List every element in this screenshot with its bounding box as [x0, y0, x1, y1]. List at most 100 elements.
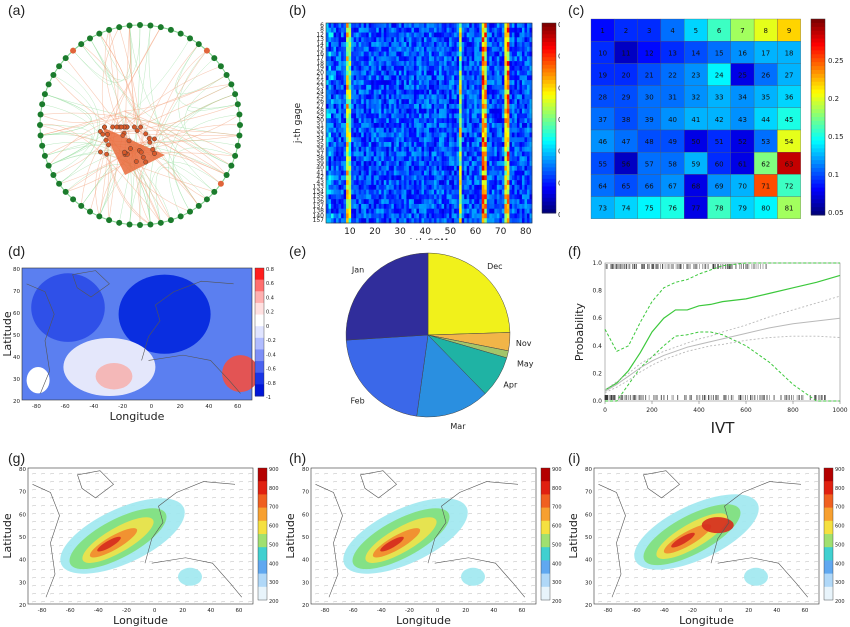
- heatmap-cell: [331, 123, 334, 129]
- grid-cell-number: 5: [694, 27, 698, 35]
- pie-slice-jan: [345, 252, 429, 341]
- heatmap-cell: [514, 89, 518, 95]
- heatmap-cell: [426, 89, 430, 95]
- heatmap-cell: [454, 180, 457, 186]
- heatmap-cell: [434, 84, 437, 90]
- heatmap-cell: [393, 189, 397, 195]
- heatmap-cell: [451, 80, 455, 86]
- heatmap-cell: [444, 84, 447, 90]
- wind-arrow: [184, 521, 190, 523]
- heatmap-cell: [361, 184, 364, 190]
- heatmap-cell: [461, 80, 465, 86]
- heatmap-cell: [373, 103, 377, 110]
- heatmap-cell: [366, 146, 370, 152]
- heatmap-cell: [434, 103, 437, 110]
- heatmap-cell: [449, 161, 452, 167]
- heatmap-cell: [401, 123, 405, 129]
- heatmap-cell: [406, 89, 410, 95]
- network-core-node: [105, 131, 110, 137]
- heatmap-cell: [524, 156, 528, 162]
- field-blob: [26, 367, 50, 394]
- wind-arrow: [157, 593, 163, 595]
- heatmap-cell: [343, 65, 347, 71]
- heatmap-cell: [416, 113, 420, 119]
- heatmap-cell: [381, 80, 385, 86]
- heatmap-cell: [328, 189, 332, 195]
- heatmap-cell: [363, 165, 367, 171]
- heatmap-cell: [411, 37, 415, 43]
- heatmap-cell: [341, 46, 344, 52]
- grid-cell-number: 70: [738, 183, 747, 191]
- heatmap-cell: [524, 56, 528, 62]
- heatmap-cell: [408, 194, 412, 200]
- wind-arrow: [395, 489, 401, 491]
- heatmap-cell: [459, 23, 462, 29]
- heatmap-cell: [459, 194, 462, 200]
- wind-arrow: [67, 601, 73, 603]
- pie-label-dec: Dec: [487, 262, 502, 271]
- heatmap-cell: [439, 80, 442, 86]
- heatmap-cell: [464, 132, 467, 138]
- heatmap-cell: [378, 161, 382, 167]
- heatmap-cell: [358, 180, 362, 186]
- heatmap-cell: [486, 32, 490, 38]
- heatmap-cell: [449, 103, 452, 110]
- heatmap-cell: [413, 56, 417, 62]
- wind-arrow: [166, 481, 172, 483]
- heatmap-cell: [514, 70, 518, 76]
- heatmap-cell: [333, 118, 337, 124]
- wind-arrow: [94, 505, 100, 507]
- heatmap-cell: [406, 127, 410, 133]
- colorbar-segment: [811, 85, 825, 91]
- heatmap-cell: [381, 118, 385, 124]
- heatmap-cell: [494, 203, 498, 210]
- heatmap-cell: [481, 161, 485, 167]
- heatmap-cell: [403, 142, 407, 148]
- heatmap-cell: [348, 146, 352, 152]
- colorbar-segment: [811, 179, 825, 185]
- colorbar-tick-label: 600: [269, 524, 279, 530]
- heatmap-cell: [363, 218, 367, 224]
- heatmap-cell: [476, 42, 480, 48]
- heatmap-cell: [393, 218, 397, 224]
- heatmap-cell: [481, 80, 485, 86]
- heatmap-cell: [466, 113, 470, 119]
- heatmap-cell: [423, 189, 427, 195]
- heatmap-cell: [406, 61, 410, 67]
- wind-arrow: [121, 497, 127, 499]
- heatmap-cell: [506, 218, 510, 224]
- wind-arrow: [220, 521, 226, 523]
- heatmap-cell: [331, 175, 334, 181]
- heatmap-cell: [408, 127, 412, 133]
- wind-arrow: [175, 601, 181, 603]
- heatmap-cell: [393, 51, 397, 57]
- heatmap-cell: [469, 61, 473, 67]
- heatmap-cell: [494, 70, 498, 76]
- heatmap-cell: [363, 151, 367, 157]
- heatmap-cell: [444, 165, 447, 171]
- heatmap-cell: [529, 99, 533, 105]
- heatmap-cell: [378, 23, 382, 29]
- heatmap-cell: [526, 203, 530, 210]
- wind-arrow: [58, 569, 64, 571]
- wind-arrow: [229, 545, 235, 547]
- heatmap-cell: [408, 199, 412, 205]
- heatmap-cell: [338, 42, 342, 48]
- heatmap-cell: [461, 208, 465, 214]
- heatmap-cell: [431, 32, 435, 38]
- heatmap-cell: [509, 118, 513, 124]
- wind-arrow: [130, 489, 136, 491]
- heatmap-cell: [429, 46, 432, 52]
- heatmap-cell: [509, 127, 513, 133]
- heatmap-cell: [484, 80, 488, 86]
- heatmap-cell: [519, 65, 523, 71]
- heatmap-cell: [464, 46, 467, 52]
- heatmap-cell: [471, 218, 475, 224]
- heatmap-cell: [484, 184, 488, 190]
- wind-arrow: [85, 505, 91, 507]
- coastline: [151, 557, 242, 598]
- heatmap-cell: [406, 103, 410, 110]
- heatmap-cell: [506, 70, 510, 76]
- network-ring-node: [187, 208, 193, 215]
- heatmap-cell: [471, 113, 475, 119]
